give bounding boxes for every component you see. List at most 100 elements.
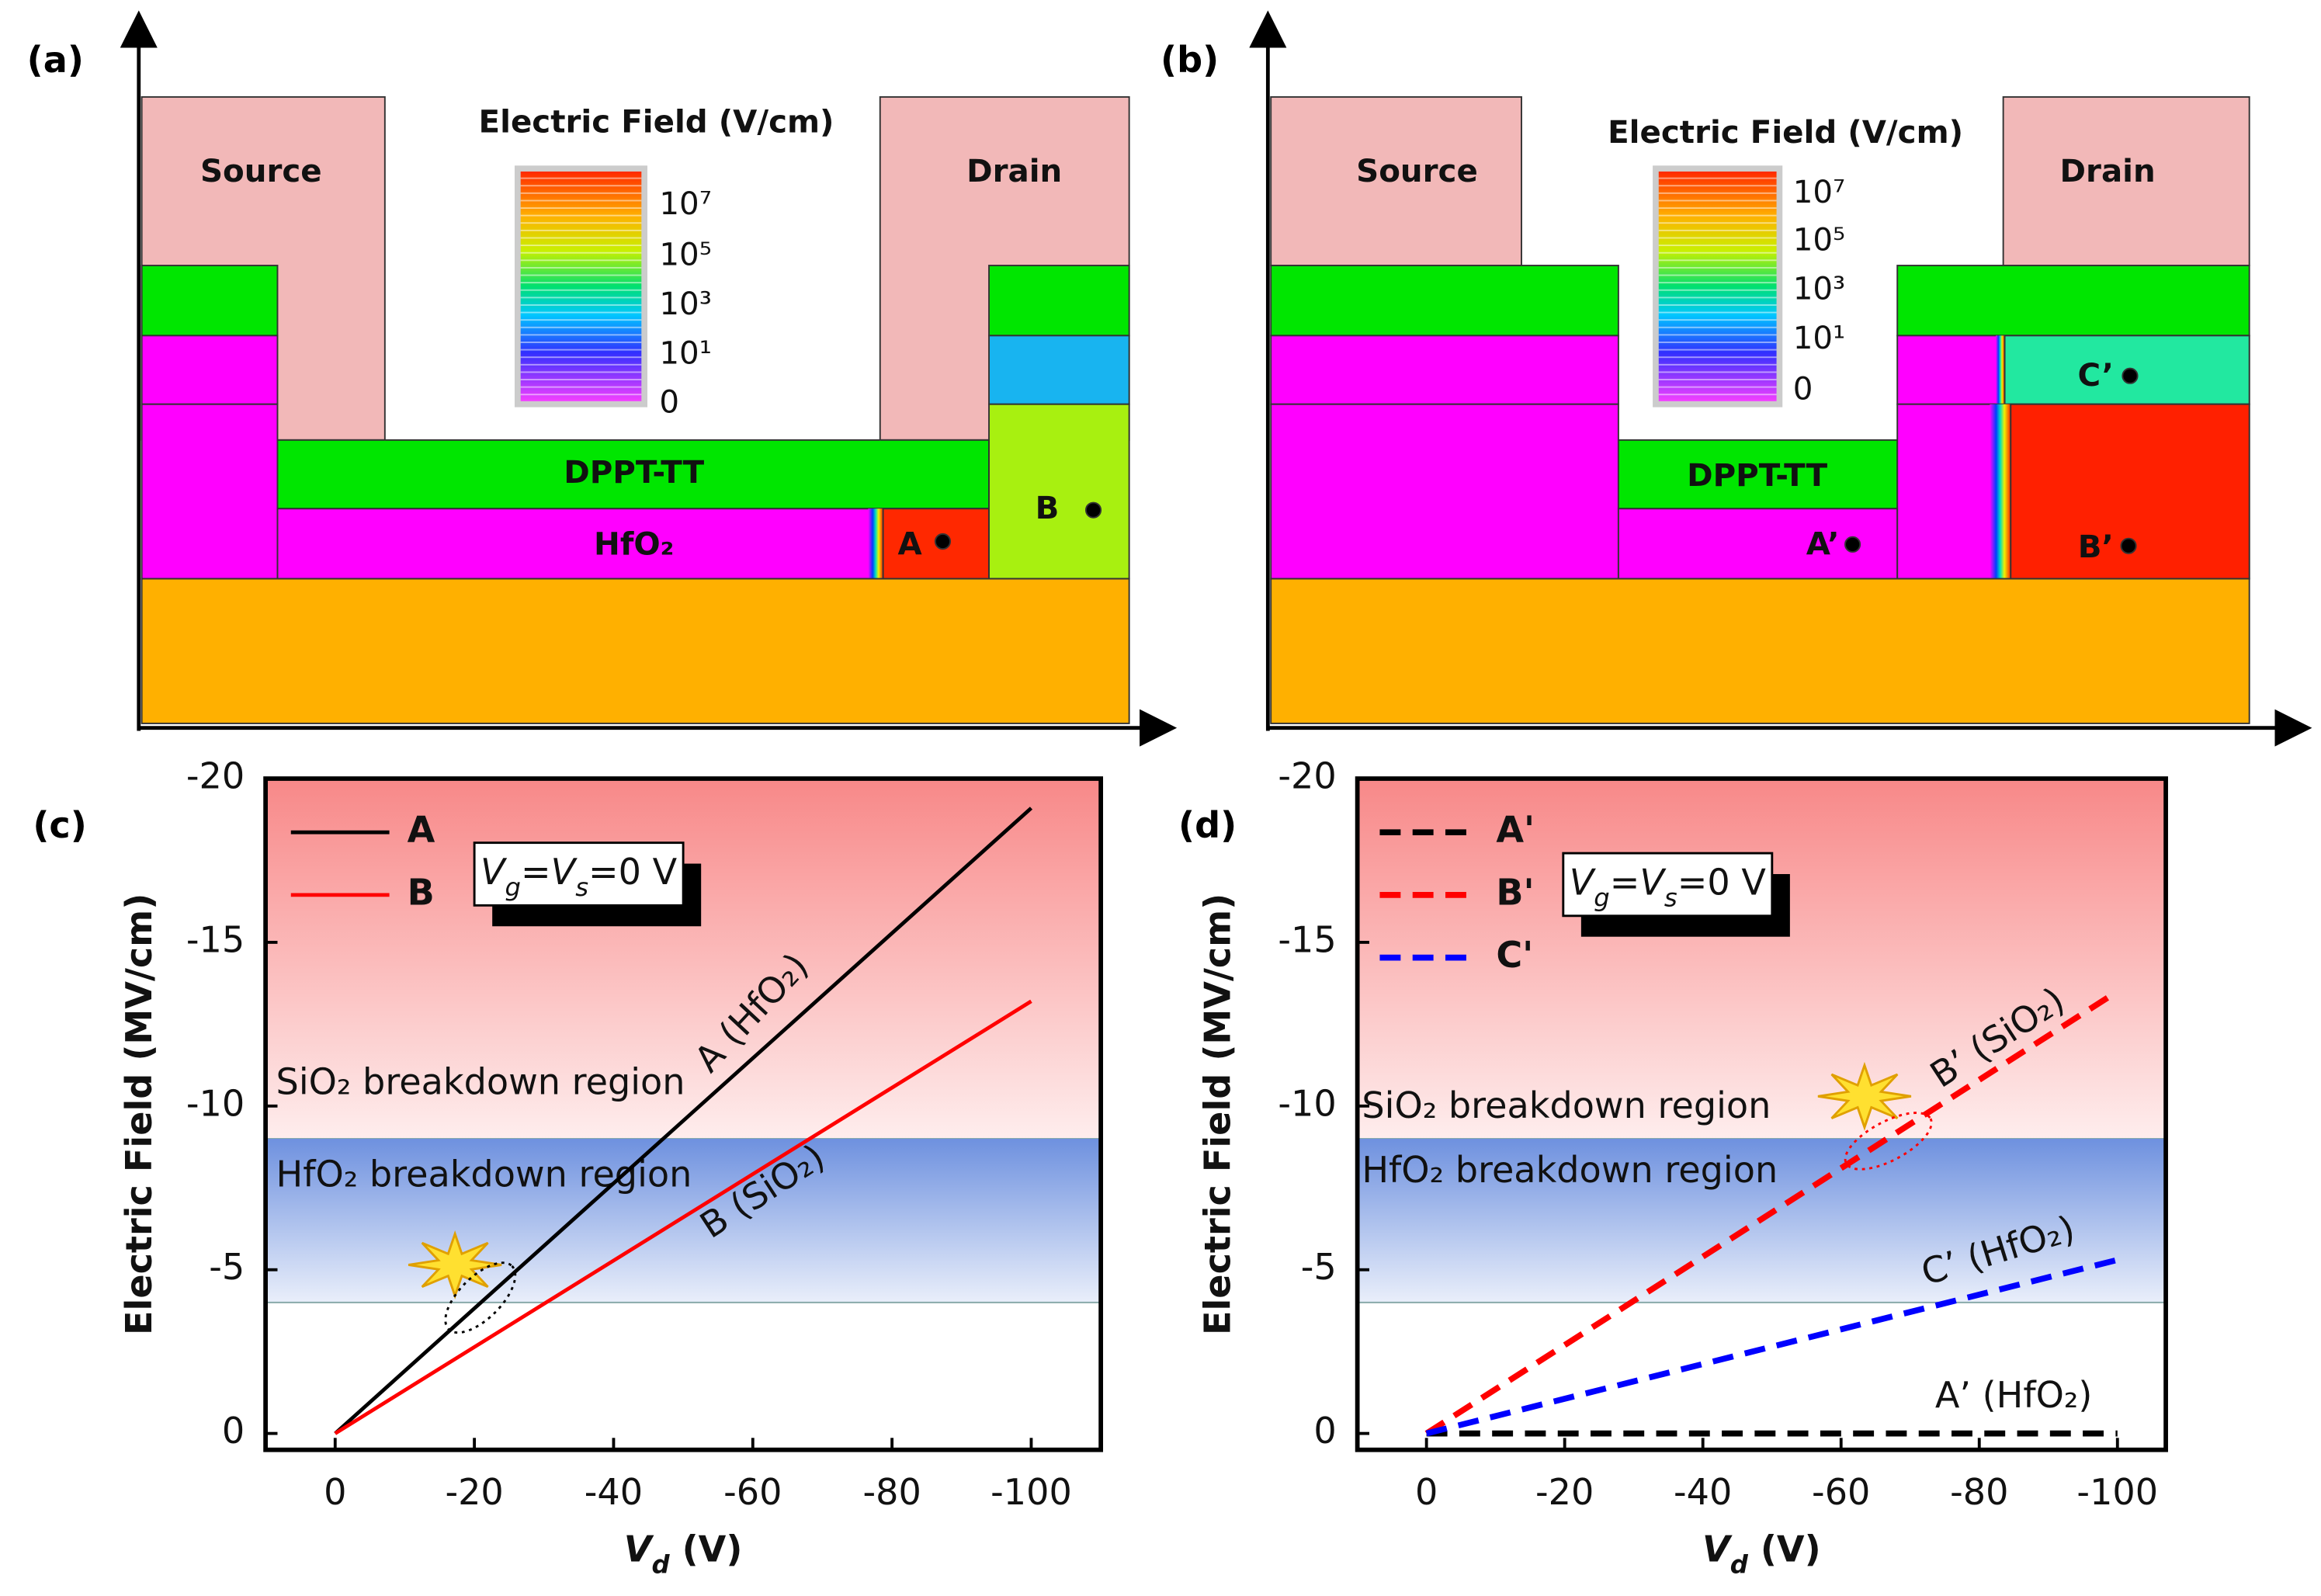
y-tick-label: -20: [1278, 755, 1336, 797]
layer: [1270, 265, 1619, 337]
point-label: B: [1036, 490, 1060, 526]
series-line: [334, 999, 1032, 1435]
condition-part: =V: [1610, 861, 1667, 903]
x-tick-label: 0: [324, 1471, 346, 1513]
region-label: Drain: [966, 153, 1062, 189]
legend-label: B': [1496, 871, 1534, 913]
x-tick-label: -80: [1950, 1471, 2008, 1513]
colorbar-tick: 10⁵: [659, 236, 712, 272]
x-tick-label: -100: [2076, 1471, 2158, 1513]
drain: [2002, 95, 2250, 266]
breakdown-flare: [1817, 1061, 1912, 1131]
panel-a-text: (a) Electric Field (V/cm) 10⁷ 10⁵ 10³ 10…: [27, 39, 1063, 562]
x-axis-label-part: V: [1702, 1528, 1733, 1570]
field-edge: [1996, 335, 2005, 404]
source: [1270, 95, 1522, 266]
panel-label: (a): [27, 39, 84, 81]
y-tick-label: 0: [222, 1410, 245, 1452]
panel-label: (b): [1160, 39, 1219, 81]
layer: [141, 335, 279, 405]
y-tick-label: -15: [1278, 918, 1336, 960]
breakdown-marker: [1844, 1112, 1933, 1171]
layer: [141, 265, 279, 337]
x-axis-label-part: (V): [670, 1528, 743, 1570]
point: [1084, 501, 1102, 519]
point-label: C’: [2078, 357, 2114, 394]
region-label: Source: [200, 153, 322, 189]
y-tick-label: -5: [1301, 1246, 1337, 1288]
substrate: [1270, 578, 2250, 724]
condition-box: [1562, 852, 1774, 918]
y-axis-label: Electric Field (MV/cm): [1196, 893, 1238, 1335]
line-annotation: A’ (HfO₂): [1935, 1374, 2093, 1416]
plot-frame: [1355, 776, 2168, 1452]
colorbar-title: Electric Field (V/cm): [479, 103, 834, 140]
y-tick-label: -15: [186, 918, 245, 960]
condition-part: =0 V: [1677, 861, 1767, 903]
point-label: A’: [1806, 526, 1840, 562]
x-axis-label-part: d: [651, 1549, 670, 1579]
x-axis-label-part: (V): [1748, 1528, 1821, 1570]
colorbar-tick: 10¹: [1793, 320, 1846, 356]
x-tick-label: -40: [585, 1471, 643, 1513]
point-label: A: [898, 526, 923, 562]
plot-frame: [263, 776, 1104, 1452]
breakdown-region: [265, 1138, 1102, 1303]
region-label: DPPT-TT: [1687, 457, 1827, 494]
field-edge: [1990, 404, 2011, 579]
condition-part: V: [1570, 861, 1597, 903]
colorbar-tick: 10⁵: [1793, 221, 1846, 258]
y-tick-label: 0: [1313, 1410, 1336, 1452]
breakdown-region: [265, 779, 1102, 1139]
x-tick-label: 0: [1415, 1471, 1438, 1513]
layer: [276, 439, 990, 510]
x-axis-label-part: d: [1730, 1549, 1749, 1579]
condition: Vg=Vs=0 V: [1570, 861, 1767, 913]
x-tick-label: -100: [991, 1471, 1072, 1513]
legend-label: B: [408, 871, 435, 913]
condition-part: =0 V: [588, 850, 678, 892]
x-tick-label: -20: [1535, 1471, 1594, 1513]
x-tick-label: -60: [723, 1471, 782, 1513]
y-tick-label: -10: [186, 1082, 245, 1124]
region-label: Source: [1356, 153, 1478, 189]
point: [2120, 537, 2137, 554]
colorbar-title: Electric Field (V/cm): [1608, 114, 1963, 151]
breakdown-flare: [408, 1230, 502, 1299]
layer: [1896, 265, 2250, 337]
layer: [988, 403, 1130, 580]
region-label: DPPT-TT: [564, 454, 704, 491]
colorbar-tick: 0: [1793, 370, 1813, 407]
colorbar-tick: 0: [659, 384, 679, 421]
colorbar-stripes: [520, 171, 642, 401]
colorbar-tick: 10⁷: [659, 186, 712, 222]
x-tick-label: -80: [862, 1471, 921, 1513]
legend-label: C': [1496, 934, 1533, 976]
legend-label: A: [408, 809, 435, 851]
layer: [1270, 335, 1619, 405]
series-line: [1424, 988, 2119, 1436]
condition: Vg=Vs=0 V: [481, 850, 678, 901]
colorbar-stripes: [1658, 171, 1777, 401]
series-line: [334, 807, 1033, 1435]
field-edge: [868, 508, 883, 579]
x-tick-label: -60: [1812, 1471, 1870, 1513]
condition-part: g: [505, 873, 521, 902]
colorbar-tick: 10⁷: [1793, 174, 1846, 210]
x-tick-label: -20: [445, 1471, 503, 1513]
breakdown-marker: [444, 1261, 517, 1334]
layer: [141, 403, 279, 580]
point: [1844, 536, 1861, 553]
region-label: SiO₂ breakdown region: [276, 1060, 685, 1102]
panel-label: (d): [1178, 804, 1237, 846]
y-tick-label: -10: [1278, 1082, 1336, 1124]
breakdown-region: [1357, 779, 2167, 1139]
panel-label: (c): [33, 804, 86, 846]
panel-b: [1249, 10, 2312, 747]
x-axis-label: Vd (V): [1702, 1528, 1821, 1579]
condition-part: g: [1594, 883, 1609, 912]
x-axis-label: Vd (V): [624, 1528, 743, 1579]
panel-a: [120, 10, 1178, 747]
legend-label: A': [1496, 809, 1535, 851]
colorbar-tick: 10³: [659, 286, 712, 322]
